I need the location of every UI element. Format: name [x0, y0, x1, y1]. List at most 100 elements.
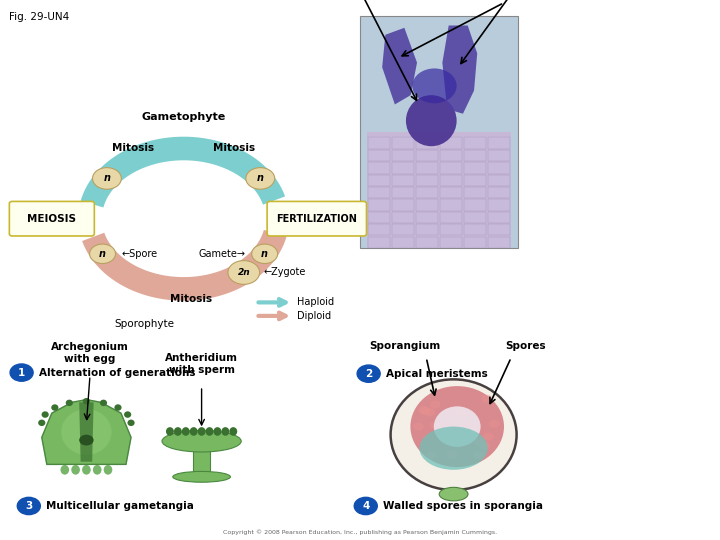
Circle shape [93, 167, 122, 189]
Ellipse shape [82, 465, 91, 475]
Text: Spores: Spores [505, 341, 546, 351]
FancyBboxPatch shape [416, 187, 438, 198]
Circle shape [10, 364, 33, 381]
FancyBboxPatch shape [464, 199, 487, 211]
Circle shape [252, 244, 278, 264]
Text: Sporangium: Sporangium [369, 341, 440, 351]
Ellipse shape [38, 420, 45, 426]
Ellipse shape [489, 420, 500, 428]
Text: Antheridium
with sperm: Antheridium with sperm [165, 353, 238, 375]
Ellipse shape [424, 408, 435, 416]
FancyBboxPatch shape [416, 162, 438, 173]
Ellipse shape [413, 69, 456, 103]
Ellipse shape [104, 465, 112, 475]
Ellipse shape [483, 433, 494, 441]
Text: 4: 4 [362, 501, 369, 511]
Text: 2: 2 [365, 369, 372, 379]
Text: Haploid: Haploid [297, 298, 335, 307]
Ellipse shape [456, 410, 467, 418]
FancyBboxPatch shape [488, 237, 510, 248]
FancyBboxPatch shape [464, 237, 487, 248]
Ellipse shape [222, 427, 230, 436]
Text: Gametophyte: Gametophyte [141, 111, 226, 122]
FancyBboxPatch shape [488, 174, 510, 186]
FancyBboxPatch shape [392, 212, 415, 223]
Ellipse shape [420, 407, 431, 415]
FancyBboxPatch shape [488, 162, 510, 173]
Ellipse shape [473, 451, 484, 459]
Text: Copyright © 2008 Pearson Education, Inc., publishing as Pearson Benjamin Cumming: Copyright © 2008 Pearson Education, Inc.… [223, 529, 497, 535]
Ellipse shape [61, 409, 112, 455]
Ellipse shape [456, 410, 467, 418]
FancyBboxPatch shape [464, 138, 487, 149]
Ellipse shape [464, 422, 474, 430]
Ellipse shape [480, 442, 490, 450]
FancyBboxPatch shape [464, 224, 487, 235]
FancyBboxPatch shape [368, 224, 390, 235]
Ellipse shape [162, 430, 241, 452]
FancyBboxPatch shape [392, 199, 415, 211]
FancyBboxPatch shape [488, 212, 510, 223]
Ellipse shape [66, 400, 73, 406]
Circle shape [228, 261, 260, 285]
Ellipse shape [446, 451, 457, 459]
Ellipse shape [100, 400, 107, 406]
Ellipse shape [60, 465, 69, 475]
Text: n: n [261, 249, 268, 259]
Text: ←Spore: ←Spore [121, 249, 158, 259]
Text: Diploid: Diploid [297, 311, 331, 321]
Text: MEIOSIS: MEIOSIS [27, 214, 76, 224]
FancyBboxPatch shape [392, 138, 415, 149]
FancyBboxPatch shape [440, 212, 462, 223]
Text: Sporophyte: Sporophyte [114, 319, 174, 329]
FancyBboxPatch shape [416, 174, 438, 186]
Ellipse shape [418, 406, 429, 414]
FancyBboxPatch shape [368, 174, 390, 186]
Text: n: n [104, 173, 110, 184]
FancyBboxPatch shape [440, 237, 462, 248]
FancyBboxPatch shape [368, 212, 390, 223]
Circle shape [354, 497, 377, 515]
FancyBboxPatch shape [416, 138, 438, 149]
FancyBboxPatch shape [368, 150, 390, 161]
Ellipse shape [229, 427, 238, 436]
FancyBboxPatch shape [193, 446, 210, 478]
Ellipse shape [197, 427, 206, 436]
Ellipse shape [436, 421, 446, 429]
Ellipse shape [190, 427, 197, 436]
Text: Walled spores in sporangia: Walled spores in sporangia [383, 501, 543, 511]
FancyBboxPatch shape [440, 162, 462, 173]
Ellipse shape [406, 95, 456, 146]
FancyBboxPatch shape [488, 150, 510, 161]
Ellipse shape [482, 395, 492, 403]
Text: ←Zygote: ←Zygote [264, 267, 306, 278]
FancyBboxPatch shape [368, 237, 390, 248]
FancyBboxPatch shape [440, 199, 462, 211]
FancyBboxPatch shape [488, 187, 510, 198]
FancyBboxPatch shape [416, 237, 438, 248]
Polygon shape [79, 402, 94, 462]
FancyBboxPatch shape [392, 162, 415, 173]
Circle shape [17, 497, 40, 515]
Polygon shape [442, 25, 477, 114]
Polygon shape [42, 400, 131, 464]
Text: Mitosis: Mitosis [170, 294, 212, 305]
Text: Fig. 29-UN4: Fig. 29-UN4 [9, 12, 69, 22]
Ellipse shape [445, 409, 456, 417]
FancyBboxPatch shape [392, 174, 415, 186]
Ellipse shape [174, 427, 182, 436]
Text: Gamete→: Gamete→ [199, 249, 246, 259]
FancyBboxPatch shape [392, 224, 415, 235]
Ellipse shape [79, 435, 94, 446]
FancyBboxPatch shape [368, 187, 390, 198]
FancyBboxPatch shape [267, 201, 366, 236]
Text: n: n [257, 173, 264, 184]
Circle shape [357, 365, 380, 382]
Ellipse shape [127, 420, 135, 426]
Text: Archegonium
with egg: Archegonium with egg [51, 342, 129, 365]
FancyBboxPatch shape [368, 199, 390, 211]
Ellipse shape [433, 406, 481, 447]
Circle shape [89, 244, 115, 264]
FancyBboxPatch shape [464, 150, 487, 161]
FancyBboxPatch shape [488, 224, 510, 235]
